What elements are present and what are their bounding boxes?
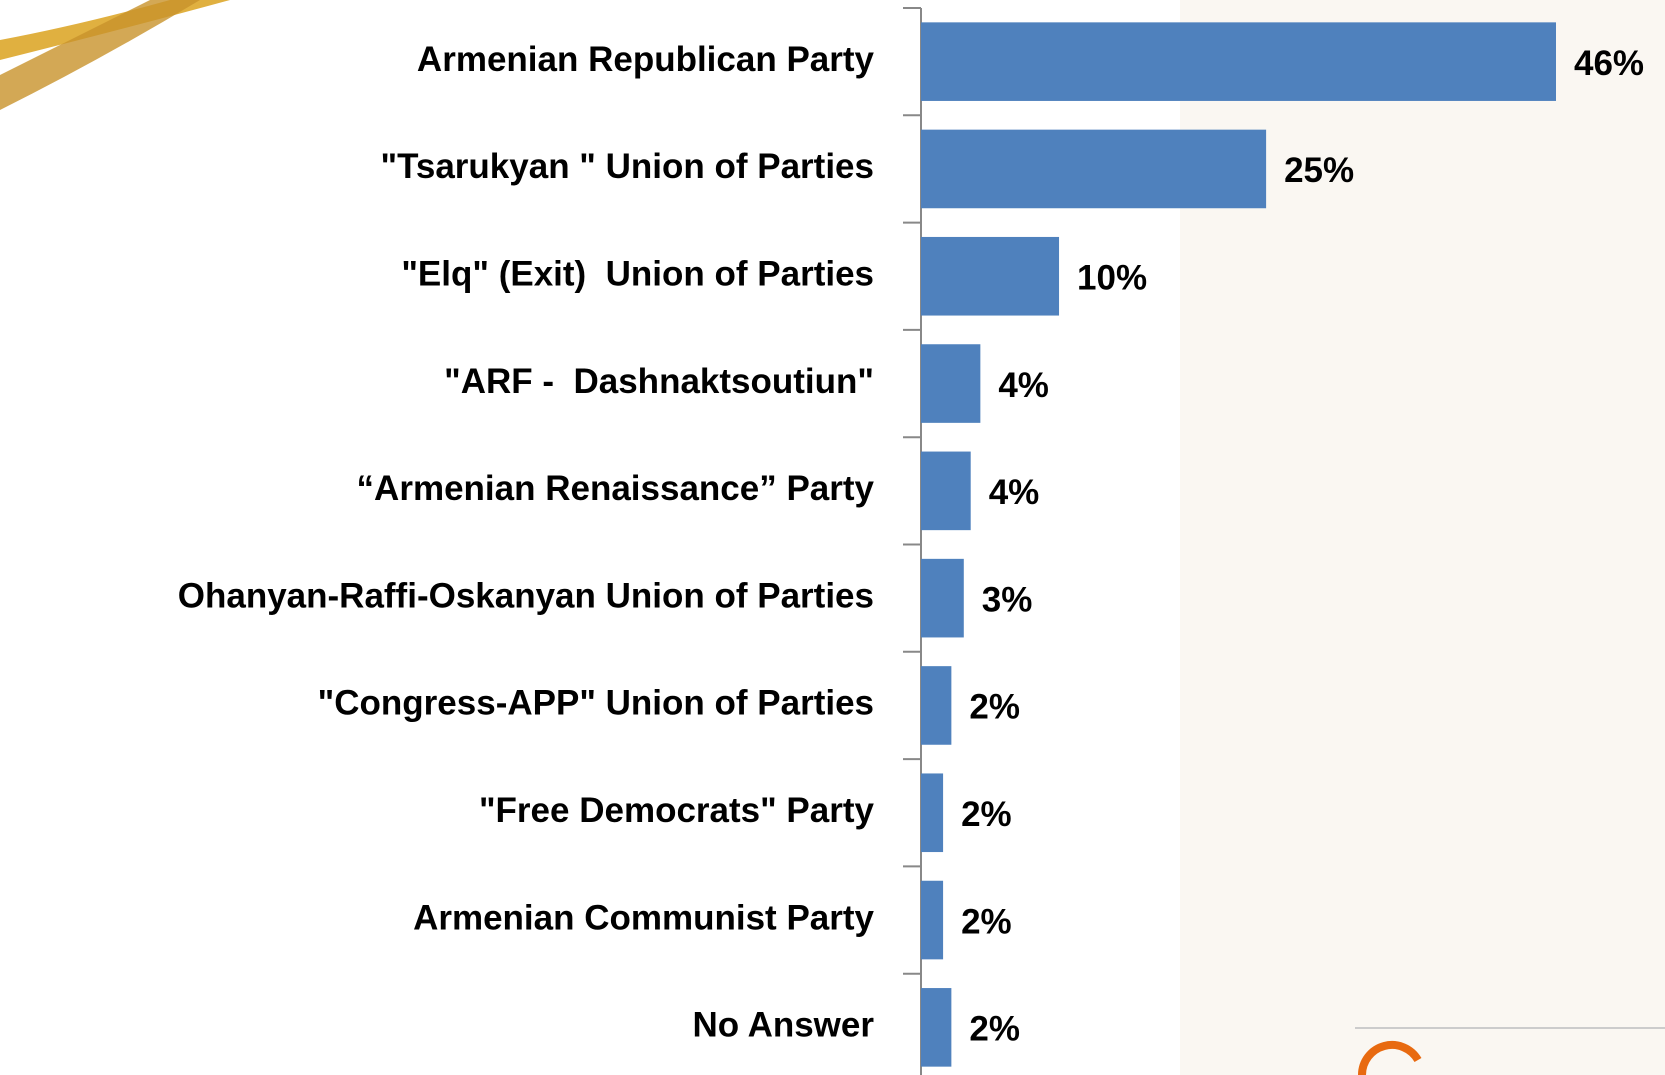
bar [921, 988, 952, 1067]
data-label: 25% [1284, 151, 1354, 190]
category-label: No Answer [692, 1006, 874, 1045]
bar [921, 451, 971, 531]
category-label: "Free Democrats" Party [479, 791, 875, 830]
data-label: 2% [961, 795, 1012, 834]
data-label: 2% [969, 688, 1020, 727]
data-label: 4% [998, 366, 1049, 405]
gold-decoration [0, 0, 200, 110]
data-label: 4% [989, 473, 1040, 512]
data-label: 2% [961, 902, 1012, 941]
bar [921, 666, 952, 745]
bar [921, 880, 944, 960]
plot-area: Armenian Republican Party 46% "Tsarukyan "… [178, 7, 1644, 1075]
bar [921, 22, 1556, 101]
bar [921, 558, 964, 638]
data-label: 2% [969, 1010, 1020, 1049]
bar [921, 773, 944, 853]
category-label: Armenian Communist Party [413, 898, 874, 937]
category-label: "Tsarukyan " Union of Parties [381, 147, 875, 186]
category-label: "Congress-APP" Union of Parties [318, 684, 874, 723]
bar [921, 344, 981, 423]
data-label: 3% [982, 580, 1033, 619]
logo [1358, 1040, 1422, 1075]
bar [921, 236, 1060, 316]
data-label: 46% [1574, 44, 1644, 83]
category-label: “Armenian Renaissance” Party [357, 469, 875, 508]
category-label: "ARF - Dashnaktsoutiun" [444, 362, 874, 401]
category-label: Ohanyan-Raffi-Oskanyan Union of Parties [178, 576, 874, 615]
category-label: "Elq" (Exit) Union of Parties [401, 255, 874, 294]
category-label: Armenian Republican Party [417, 40, 875, 79]
data-label: 10% [1077, 259, 1147, 298]
bar [921, 129, 1267, 209]
